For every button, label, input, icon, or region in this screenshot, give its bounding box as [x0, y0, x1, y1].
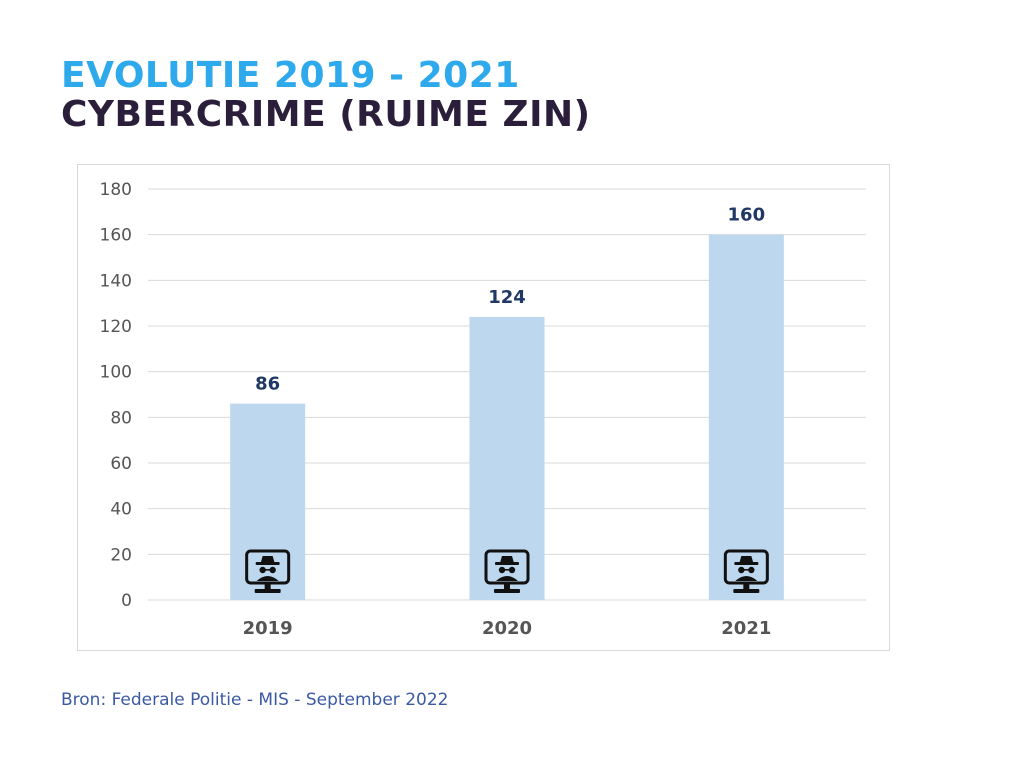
hacker-monitor-icon [245, 549, 291, 593]
hacker-monitor-icon [484, 549, 530, 593]
x-tick-label-2019: 2019 [243, 618, 293, 639]
hacker-monitor-icon [723, 549, 769, 593]
y-tick-label: 0 [121, 591, 132, 611]
bar-2020 [469, 316, 545, 600]
data-label-2019: 86 [255, 374, 280, 395]
chart-frame: 0 20 40 60 80 100 120 140 160 180 86 2019 124 2020 160… [77, 164, 890, 651]
bar-2021 [708, 234, 784, 600]
y-tick-label: 60 [110, 454, 132, 474]
bar-2019 [230, 403, 306, 600]
title-line-1: EVOLUTIE 2019 - 2021 [61, 55, 520, 96]
y-tick-label: 100 [100, 363, 132, 383]
x-tick-label-2020: 2020 [482, 618, 532, 639]
data-label-2021: 160 [728, 205, 766, 226]
y-tick-label: 20 [110, 545, 132, 565]
bar-chart: 0 20 40 60 80 100 120 140 160 180 86 2019 124 2020 160… [100, 180, 866, 639]
source-note: Bron: Federale Politie - MIS - September… [61, 690, 449, 710]
y-tick-label: 180 [100, 180, 132, 200]
data-label-2020: 124 [488, 287, 526, 308]
y-tick-label: 160 [100, 226, 132, 246]
title-line-2: CYBERCRIME (RUIME ZIN) [61, 94, 591, 135]
y-tick-label: 80 [110, 408, 132, 428]
y-tick-label: 40 [110, 500, 132, 520]
y-tick-label: 140 [100, 271, 132, 291]
y-tick-label: 120 [100, 317, 132, 337]
x-tick-label-2021: 2021 [721, 618, 771, 639]
